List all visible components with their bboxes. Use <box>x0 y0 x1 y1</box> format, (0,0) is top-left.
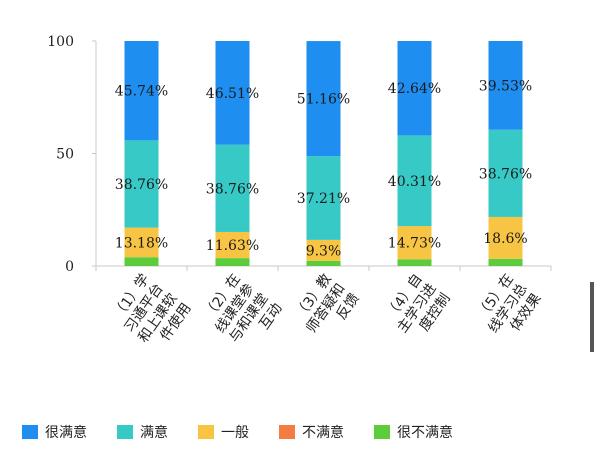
data-label: 38.76% <box>206 181 259 197</box>
bar-segment-5-category-4 <box>397 41 432 136</box>
legend-item: 不满意 <box>279 422 344 442</box>
data-label: 39.53% <box>479 78 532 94</box>
legend-swatch <box>374 425 390 439</box>
bar-segment-4-category-3 <box>306 156 341 240</box>
legend-label: 一般 <box>221 425 249 441</box>
bar-segment-1-category-2 <box>215 258 250 266</box>
legend-label: 很不满意 <box>397 425 453 441</box>
bar-segment-1-category-1 <box>124 257 159 266</box>
legend-label: 不满意 <box>302 425 344 441</box>
chart-legend: 很满意 满意 一般 不满意 很不满意 <box>22 421 582 443</box>
data-label: 37.21% <box>297 191 350 207</box>
bar-segment-4-category-2 <box>215 144 250 232</box>
bar-segment-5-category-2 <box>215 41 250 145</box>
bar-segment-5-category-1 <box>124 41 159 141</box>
bar-segment-3-category-4 <box>397 226 432 260</box>
bar-segment-3-category-2 <box>215 231 250 259</box>
bar-segment-4-category-5 <box>488 129 523 217</box>
bar-segment-5-category-3 <box>306 41 341 157</box>
data-label: 46.51% <box>206 86 259 102</box>
data-label: 40.31% <box>388 174 441 190</box>
legend-label: 很满意 <box>45 425 87 441</box>
y-tick-label: 50 <box>56 147 74 163</box>
bar-segment-3-category-5 <box>488 216 523 259</box>
data-label: 9.3% <box>306 243 342 259</box>
legend-item: 很满意 <box>22 422 87 442</box>
data-label: 45.74% <box>115 84 168 100</box>
y-tick-label: 0 <box>65 259 74 275</box>
y-tick-label: 100 <box>47 34 74 50</box>
legend-item: 一般 <box>198 422 249 442</box>
data-label: 51.16% <box>297 92 350 108</box>
data-label: 38.76% <box>479 166 532 182</box>
bar-segment-5-category-5 <box>488 41 523 130</box>
legend-swatch <box>279 425 295 439</box>
data-label: 13.18% <box>115 235 168 251</box>
data-label: 18.6% <box>483 231 527 247</box>
bar-segment-1-category-5 <box>488 258 523 266</box>
scrollbar-edge <box>590 282 594 352</box>
data-label: 42.64% <box>388 81 441 97</box>
bar-segment-1-category-4 <box>397 259 432 266</box>
legend-item: 满意 <box>117 422 168 442</box>
data-label: 14.73% <box>388 236 441 252</box>
bar-segment-3-category-3 <box>306 239 341 261</box>
legend-swatch <box>22 425 38 439</box>
bar-segment-4-category-1 <box>124 140 159 228</box>
bar-segment-4-category-4 <box>397 135 432 227</box>
data-label: 38.76% <box>115 177 168 193</box>
legend-item: 很不满意 <box>374 422 453 442</box>
legend-swatch <box>117 425 133 439</box>
legend-label: 满意 <box>140 425 168 441</box>
data-label: 11.63% <box>206 238 259 254</box>
legend-swatch <box>198 425 214 439</box>
bar-segment-1-category-3 <box>306 260 341 266</box>
bar-segment-3-category-1 <box>124 227 159 258</box>
